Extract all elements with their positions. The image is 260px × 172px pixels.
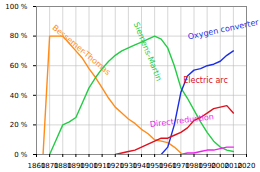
svg-text:Direct reduction: Direct reduction <box>149 112 214 129</box>
svg-text:1890: 1890 <box>67 162 85 171</box>
svg-text:1860: 1860 <box>27 162 46 171</box>
svg-text:1930: 1930 <box>119 162 138 171</box>
svg-text:1990: 1990 <box>198 162 216 171</box>
svg-text:100 %: 100 % <box>5 3 28 11</box>
svg-text:Bessemer-Thomas: Bessemer-Thomas <box>51 23 113 77</box>
svg-text:1970: 1970 <box>172 162 190 171</box>
svg-text:2000: 2000 <box>211 162 230 171</box>
svg-text:1960: 1960 <box>158 162 177 171</box>
svg-text:2010: 2010 <box>224 162 243 171</box>
svg-text:1950: 1950 <box>145 162 164 171</box>
svg-text:1980: 1980 <box>185 162 203 171</box>
svg-text:20 %: 20 % <box>10 121 28 129</box>
svg-text:80 %: 80 % <box>10 32 28 40</box>
svg-text:40 %: 40 % <box>10 92 28 100</box>
svg-text:1910: 1910 <box>93 162 111 171</box>
svg-text:1880: 1880 <box>53 162 72 171</box>
svg-text:0 %: 0 % <box>14 151 28 159</box>
svg-text:1940: 1940 <box>132 162 151 171</box>
svg-text:1870: 1870 <box>40 162 59 171</box>
svg-text:Siemens-Martin: Siemens-Martin <box>132 21 164 82</box>
svg-text:Oxygen converter: Oxygen converter <box>187 18 260 42</box>
svg-text:60 %: 60 % <box>10 62 28 70</box>
svg-text:Electric arc: Electric arc <box>183 76 228 85</box>
svg-text:1900: 1900 <box>80 162 98 171</box>
svg-text:2020: 2020 <box>238 162 256 170</box>
svg-text:1920: 1920 <box>106 162 125 171</box>
